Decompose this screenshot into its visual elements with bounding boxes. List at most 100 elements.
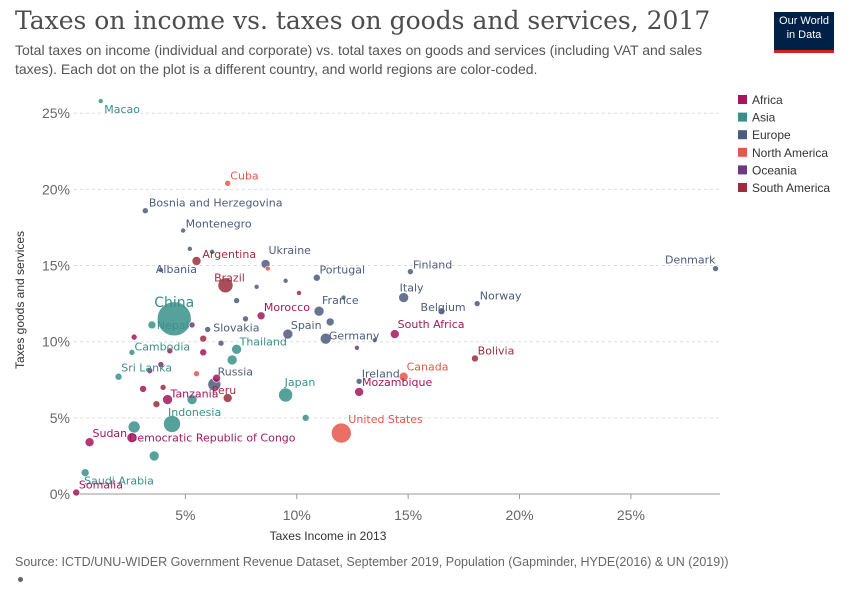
point-north-america-unlabeled[interactable] — [193, 370, 200, 377]
chart-subtitle: Total taxes on income (individual and co… — [15, 42, 703, 77]
point-tanzania[interactable] — [162, 394, 173, 405]
point-oceania-unlabeled[interactable] — [354, 344, 360, 351]
point-label-china: China — [154, 295, 194, 311]
point-africa-unlabeled[interactable] — [130, 333, 138, 341]
point-africa-unlabeled[interactable] — [166, 347, 174, 355]
point-europe-unlabeled[interactable] — [217, 339, 225, 347]
point-morocco[interactable] — [256, 311, 266, 321]
legend-label-north-america[interactable]: North America — [752, 146, 828, 160]
x-axis-title: Taxes Income in 2013 — [270, 529, 387, 543]
point-argentina[interactable] — [191, 256, 202, 266]
point-africa-unlabeled[interactable] — [146, 367, 154, 374]
point-label-slovakia: Slovakia — [213, 322, 259, 335]
x-tick-label: 20% — [506, 507, 534, 523]
point-label-norway: Norway — [480, 290, 522, 303]
point-label-sri-lanka: Sri Lanka — [121, 362, 172, 375]
point-cambodia[interactable] — [128, 349, 136, 356]
point-indonesia[interactable] — [163, 415, 181, 433]
point-peru[interactable] — [222, 393, 233, 403]
legend-label-europe[interactable]: Europe — [752, 128, 791, 142]
point-europe-unlabeled[interactable] — [340, 294, 347, 301]
point-south-america-unlabeled[interactable] — [159, 384, 167, 391]
point-somalia[interactable] — [72, 488, 81, 497]
point-europe-unlabeled[interactable] — [282, 277, 289, 284]
point-denmark[interactable] — [712, 265, 719, 272]
legend-swatch-south-america — [738, 183, 747, 192]
point-label-sudan: Sudan — [92, 427, 127, 440]
point-label-ireland: Ireland — [362, 367, 400, 380]
point-label-democratic-republic-of-congo: Democratic Republic of Congo — [129, 432, 296, 445]
legend-swatch-asia — [738, 112, 747, 122]
point-mozambique[interactable] — [354, 387, 364, 397]
point-africa-unlabeled[interactable] — [212, 373, 221, 383]
point-label-macao: Macao — [104, 103, 140, 116]
point-label-peru: Peru — [212, 384, 237, 397]
point-spain[interactable] — [282, 328, 294, 340]
point-germany[interactable] — [319, 332, 332, 345]
point-south-america-unlabeled[interactable] — [152, 400, 161, 408]
point-africa-unlabeled[interactable] — [139, 385, 147, 393]
point-europe-unlabeled[interactable] — [253, 284, 260, 290]
point-europe-unlabeled[interactable] — [371, 337, 378, 343]
point-asia-unlabeled[interactable] — [226, 354, 238, 366]
logo-line-1: Our World — [779, 15, 829, 27]
point-asia-unlabeled[interactable] — [186, 394, 198, 405]
x-tick-label: 5% — [175, 507, 195, 523]
point-europe-unlabeled[interactable] — [209, 249, 215, 255]
point-france[interactable] — [313, 305, 325, 317]
legend-label-oceania[interactable]: Oceania — [752, 163, 797, 177]
point-africa-unlabeled[interactable] — [199, 348, 207, 357]
point-macao[interactable] — [97, 98, 104, 104]
point-label-bosnia-and-herzegovina: Bosnia and Herzegovina — [149, 197, 283, 210]
point-europe-unlabeled[interactable] — [325, 317, 335, 327]
point-bosnia-and-herzegovina[interactable] — [141, 207, 149, 215]
point-asia-unlabeled[interactable] — [148, 450, 160, 462]
point-cuba[interactable] — [224, 179, 232, 187]
point-norway[interactable] — [473, 300, 481, 307]
point-oceania-unlabeled[interactable] — [188, 321, 196, 329]
point-finland[interactable] — [407, 268, 414, 275]
point-sri-lanka[interactable] — [114, 372, 123, 381]
point-label-saudi-arabia: Saudi Arabia — [84, 475, 154, 488]
point-saudi-arabia[interactable] — [80, 468, 90, 477]
point-slovakia[interactable] — [204, 326, 211, 333]
legend-label-south-america[interactable]: South America — [752, 181, 830, 195]
point-montenegro[interactable] — [180, 227, 186, 234]
point-bolivia[interactable] — [471, 354, 479, 363]
point-canada[interactable] — [398, 371, 409, 382]
point-europe-unlabeled[interactable] — [242, 315, 249, 323]
point-china[interactable] — [156, 301, 192, 337]
legend-label-africa[interactable]: Africa — [752, 93, 783, 107]
point-europe-unlabeled[interactable] — [233, 297, 240, 304]
point-ireland[interactable] — [355, 377, 363, 385]
point-belgium[interactable] — [437, 307, 446, 316]
point-brazil[interactable] — [217, 277, 234, 294]
data-labels: Macao Cuba Bosnia and Herzegovina Montenegr… — [79, 103, 716, 491]
y-axis-title: Taxes goods and services — [13, 231, 27, 369]
point-albania[interactable] — [158, 267, 164, 273]
point-south-america-unlabeled[interactable] — [296, 290, 302, 296]
point-south-america-unlabeled[interactable] — [199, 334, 207, 343]
point-asia-unlabeled[interactable] — [301, 414, 310, 422]
legend-label-asia[interactable]: Asia — [752, 111, 776, 125]
point-label-indonesia: Indonesia — [168, 406, 221, 419]
point-label-canada: Canada — [407, 361, 449, 374]
y-tick-label: 0% — [50, 486, 70, 502]
point-japan[interactable] — [278, 387, 293, 403]
point-south-africa[interactable] — [389, 329, 400, 339]
point-portugal[interactable] — [313, 273, 321, 282]
point-sudan[interactable] — [84, 437, 95, 448]
point-democratic-republic-of-congo[interactable] — [126, 432, 138, 443]
point-north-america-unlabeled[interactable] — [264, 265, 271, 272]
point-nepal[interactable] — [147, 320, 157, 330]
point-thailand[interactable] — [231, 344, 242, 355]
owid-logo[interactable]: Our World in Data — [774, 12, 834, 53]
point-united-states[interactable] — [331, 422, 352, 444]
point-europe-unlabeled[interactable] — [187, 245, 193, 252]
legend-swatch-europe — [738, 130, 747, 140]
point-italy[interactable] — [398, 292, 409, 303]
chart-title: Taxes on income vs. taxes on goods and s… — [15, 6, 711, 35]
point-africa-unlabeled[interactable] — [157, 361, 165, 368]
footer-dot — [18, 577, 23, 582]
